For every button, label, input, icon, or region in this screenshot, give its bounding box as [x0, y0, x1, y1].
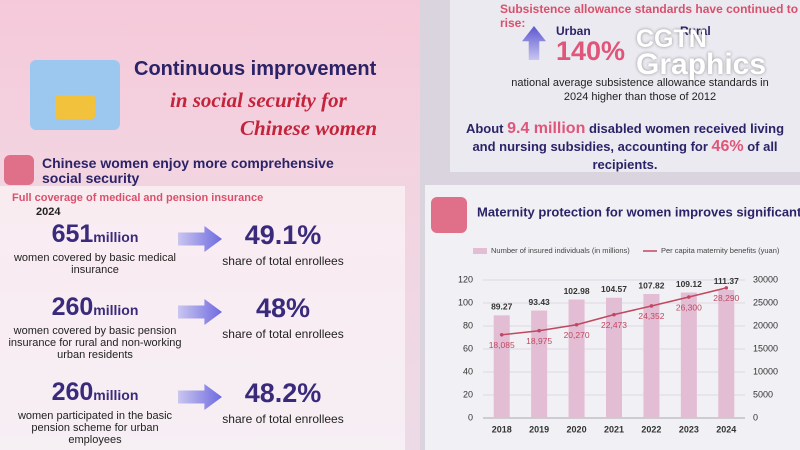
subheading: Full coverage of medical and pension ins… [12, 192, 264, 204]
share: 48.2% [244, 378, 322, 408]
bar-value-label: 111.37 [714, 276, 739, 286]
y-tick-label: 80 [463, 320, 473, 330]
text: of all recipients. [592, 139, 778, 172]
line-point [687, 295, 691, 299]
y-tick-label: 20 [463, 389, 473, 399]
y-tick-label: 40 [463, 366, 473, 376]
unit: million [93, 229, 139, 245]
line-point [649, 304, 654, 308]
legend-label: Per capita maternity benefits (yuan) [661, 246, 780, 255]
share-label: share of total enrollees [222, 412, 344, 426]
title-line: Chinese women [240, 116, 378, 140]
year: 2024 [36, 206, 61, 218]
figure: 260million [0, 293, 190, 322]
y-tick-label: 120 [458, 274, 473, 284]
text: disabled women received living and nursi… [472, 121, 785, 154]
allowance-panel: Subsistence allowance standards have con… [450, 0, 800, 172]
x-tick-label: 2022 [641, 424, 661, 434]
description: women participated in the basic pension … [17, 410, 173, 446]
x-tick-label: 2019 [529, 424, 549, 434]
line-value-label: 20,270 [564, 330, 590, 340]
unit: million [93, 302, 139, 318]
title-line: in social security for [170, 88, 347, 112]
y2-tick-label: 20000 [753, 320, 778, 330]
illustration-card [55, 95, 95, 119]
bar-value-label: 93.43 [529, 297, 551, 307]
bar [718, 289, 735, 418]
urban-value: 140% [556, 36, 626, 66]
legend-label: Number of insured individuals (in millio… [491, 246, 630, 255]
unit: million [93, 387, 139, 403]
title-line: Continuous improvement [134, 58, 377, 80]
bar [568, 299, 585, 418]
line-value-label: 18,085 [489, 340, 515, 350]
figure: 9.4 million [507, 120, 586, 137]
bar [680, 292, 697, 418]
line-point [612, 312, 616, 317]
share: 48% [255, 293, 311, 323]
disabled-text: About 9.4 million disabled women receive… [460, 120, 790, 174]
y-tick-label: 0 [468, 412, 473, 422]
line-value-label: 18,975 [526, 336, 552, 346]
chart-title: Maternity protection for women improves … [477, 204, 800, 219]
figure: 260million [0, 378, 190, 407]
left-panel: Continuous improvement in social securit… [0, 0, 420, 450]
section-heading: Chinese women enjoy more comprehensive s… [42, 155, 334, 186]
number: 260 [51, 293, 94, 321]
x-tick-label: 2024 [716, 424, 736, 434]
up-arrow [522, 26, 546, 60]
y2-tick-label: 10000 [753, 366, 778, 376]
line-point [537, 328, 541, 333]
logo-line: CGTN [636, 25, 707, 53]
legend-swatch [473, 248, 487, 254]
y2-tick-label: 5000 [753, 389, 773, 399]
y-tick-label: 100 [458, 297, 473, 307]
share-label: share of total enrollees [222, 254, 344, 268]
line-point [499, 333, 504, 337]
bar-value-label: 102.98 [564, 286, 590, 296]
share: 49.1% [244, 220, 322, 250]
logo: CGTN Graphics [636, 25, 767, 81]
line-value-label: 22,473 [601, 320, 627, 330]
y-tick-label: 60 [463, 343, 473, 353]
description: women covered by basic pension insurance… [8, 325, 182, 361]
number: 260 [51, 378, 94, 406]
number: 651 [51, 220, 94, 248]
figure: 46% [711, 138, 744, 155]
share-label: share of total enrollees [222, 327, 344, 341]
chart: Maternity protection for women improves … [431, 197, 800, 434]
bar [606, 297, 622, 418]
bar-value-label: 104.57 [601, 284, 627, 294]
y2-tick-label: 15000 [753, 343, 778, 353]
line-value-label: 24,352 [638, 311, 664, 321]
line-value-label: 26,300 [676, 302, 702, 312]
section-icon [4, 155, 34, 185]
x-tick-label: 2020 [567, 424, 587, 434]
y2-tick-label: 25000 [753, 297, 778, 307]
bar-value-label: 107.82 [638, 280, 664, 290]
allowance-note: national average subsistence allowance s… [511, 77, 769, 103]
bar [643, 294, 660, 418]
description: women covered by basic medical insurance [13, 252, 177, 276]
line-point [574, 322, 579, 327]
bar-value-label: 109.12 [676, 279, 702, 289]
y2-tick-label: 30000 [753, 274, 778, 284]
figure: 651million [0, 220, 190, 249]
x-tick-label: 2021 [604, 424, 624, 434]
text: About [465, 121, 504, 136]
rural-label: Rural [680, 24, 711, 38]
x-tick-label: 2018 [492, 424, 512, 434]
bar [531, 310, 548, 418]
allowance-heading: Subsistence allowance standards have con… [500, 2, 799, 30]
urban-label: Urban [556, 24, 591, 38]
y2-tick-label: 0 [753, 412, 758, 422]
line-point [724, 286, 729, 290]
x-tick-label: 2023 [679, 424, 699, 434]
chart-icon [431, 197, 467, 233]
bar-value-label: 89.27 [491, 302, 513, 312]
line-value-label: 28,290 [713, 293, 739, 303]
bar [493, 315, 510, 418]
logo-line: Graphics [636, 48, 767, 81]
